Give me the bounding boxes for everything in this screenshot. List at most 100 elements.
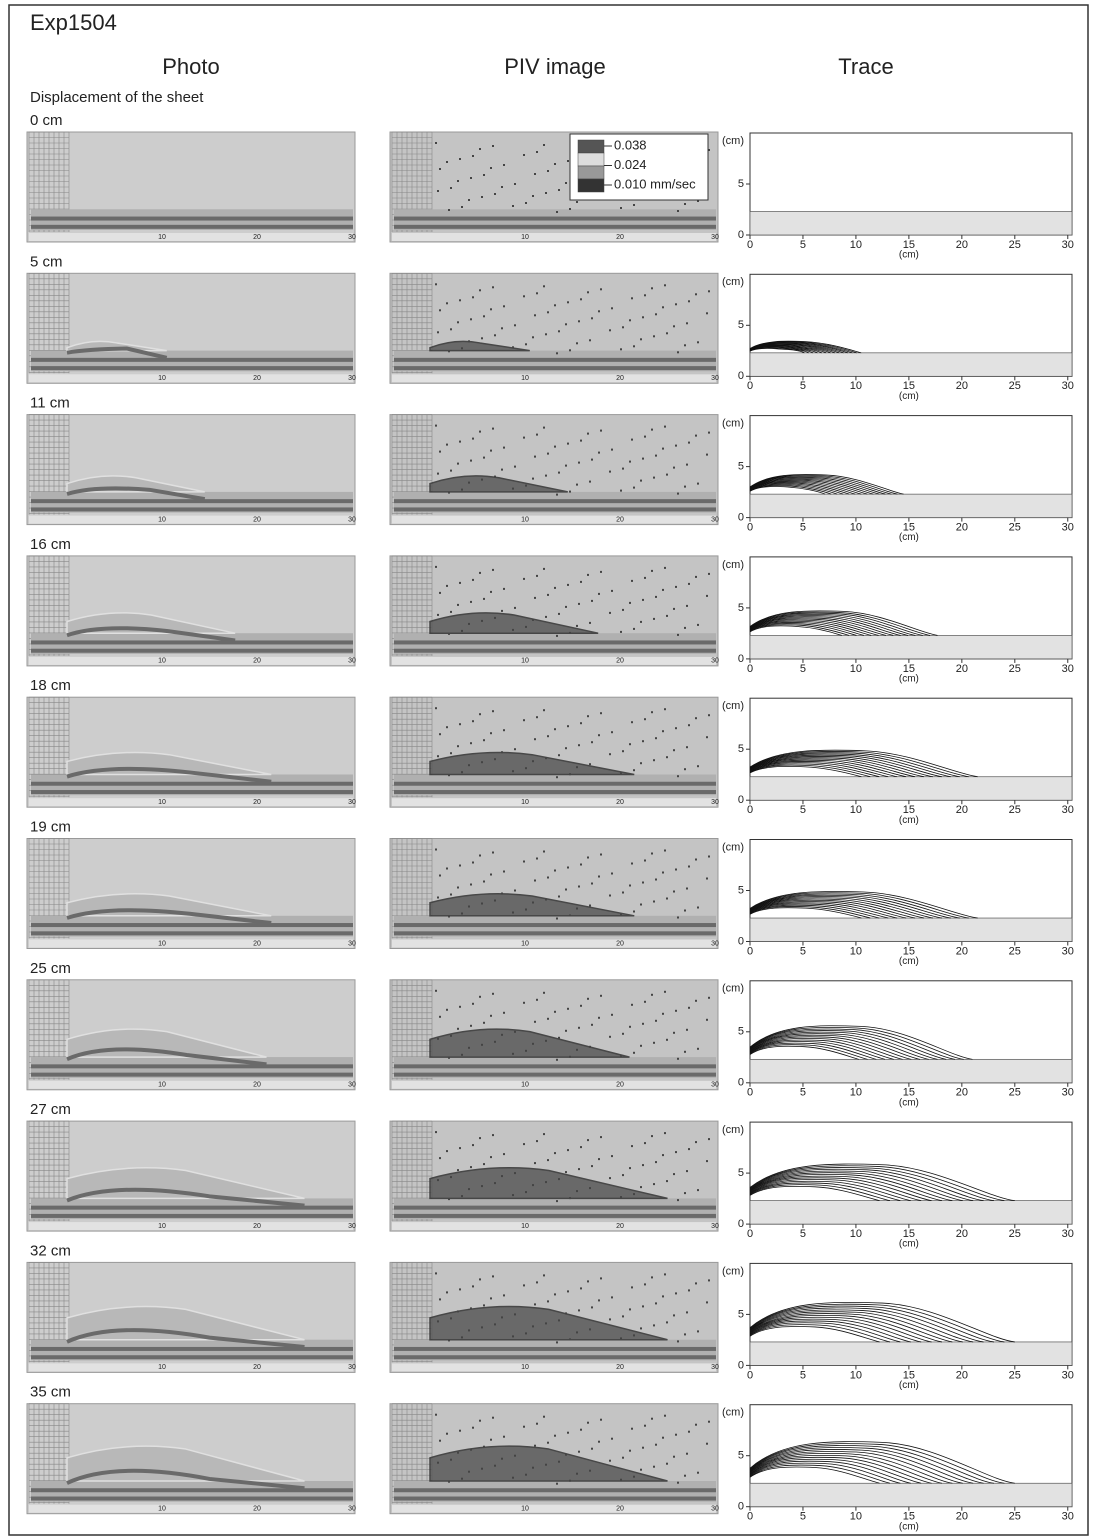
piv-speck bbox=[446, 1291, 448, 1294]
piv-speck bbox=[512, 770, 514, 773]
piv-speck bbox=[576, 201, 578, 203]
piv-speck bbox=[609, 1459, 611, 1462]
piv-speck bbox=[523, 1143, 525, 1146]
piv-speck bbox=[706, 594, 708, 597]
x-axis-unit: (cm) bbox=[899, 391, 919, 402]
x-tick-label: 15 bbox=[903, 1511, 915, 1523]
trace-curve bbox=[749, 340, 862, 354]
piv-speck bbox=[662, 730, 664, 733]
piv-speck bbox=[483, 315, 485, 318]
piv-speck bbox=[580, 1146, 582, 1149]
ruler bbox=[29, 374, 353, 383]
y-tick-label: 0 bbox=[738, 229, 744, 241]
piv-speck bbox=[468, 622, 470, 625]
piv-speck bbox=[662, 1012, 664, 1015]
piv-speck bbox=[640, 1468, 642, 1471]
piv-wedge bbox=[429, 1028, 630, 1058]
piv-speck bbox=[622, 1174, 624, 1177]
piv-speck bbox=[470, 177, 472, 179]
piv-speck bbox=[589, 1187, 591, 1190]
piv-speck bbox=[611, 1155, 613, 1158]
piv-speck bbox=[620, 1478, 622, 1481]
trace-curve bbox=[749, 481, 856, 495]
piv-speck bbox=[532, 336, 534, 339]
ruler-label: 20 bbox=[253, 375, 261, 382]
piv-speck bbox=[629, 1308, 631, 1311]
piv-speck bbox=[514, 889, 516, 892]
piv-speck bbox=[697, 623, 699, 626]
ruler-label: 10 bbox=[521, 658, 529, 665]
y-tick-label: 0 bbox=[738, 1501, 744, 1513]
piv-speck bbox=[600, 1136, 602, 1139]
piv-speck bbox=[446, 726, 448, 729]
piv-speck bbox=[479, 713, 481, 716]
piv-speck bbox=[591, 1165, 593, 1168]
ruler-label: 10 bbox=[521, 1506, 529, 1513]
piv-speck bbox=[569, 1055, 571, 1058]
trace-curve bbox=[749, 485, 832, 495]
piv-speck bbox=[448, 1480, 450, 1483]
piv-speck bbox=[653, 1465, 655, 1468]
dark-band bbox=[31, 224, 353, 229]
dark-band bbox=[394, 923, 716, 928]
wedge-fold bbox=[66, 1328, 305, 1349]
piv-speck bbox=[503, 164, 505, 166]
piv-speck bbox=[492, 1275, 494, 1278]
y-axis-unit: (cm) bbox=[722, 1124, 744, 1136]
ruler-label: 20 bbox=[253, 940, 261, 947]
piv-speck bbox=[470, 1024, 472, 1027]
piv-speck bbox=[611, 589, 613, 592]
piv-speck bbox=[600, 570, 602, 573]
piv-speck bbox=[598, 592, 600, 595]
trace-curve bbox=[749, 1456, 932, 1484]
trace-curve bbox=[749, 625, 842, 636]
piv-speck bbox=[631, 297, 633, 300]
piv-speck bbox=[688, 441, 690, 444]
piv-speck bbox=[686, 322, 688, 325]
piv-speck bbox=[459, 1005, 461, 1008]
piv-speck bbox=[688, 1148, 690, 1151]
piv-speck bbox=[578, 602, 580, 605]
y-axis-unit: (cm) bbox=[722, 983, 744, 995]
piv-speck bbox=[525, 767, 527, 770]
piv-speck bbox=[501, 609, 503, 612]
trace-curve bbox=[749, 1303, 1005, 1343]
piv-speck bbox=[490, 308, 492, 311]
piv-speck bbox=[695, 1141, 697, 1144]
piv-speck bbox=[461, 1477, 463, 1480]
ruler-label: 30 bbox=[348, 234, 356, 241]
piv-speck bbox=[492, 710, 494, 713]
x-tick-label: 10 bbox=[850, 804, 862, 816]
piv-speck bbox=[545, 474, 547, 477]
x-tick-label: 20 bbox=[956, 945, 968, 957]
ruler-label: 30 bbox=[711, 516, 719, 523]
piv-speck bbox=[554, 1293, 556, 1296]
trace-curve bbox=[749, 758, 916, 778]
piv-speck bbox=[642, 1164, 644, 1167]
piv-speck bbox=[437, 190, 439, 192]
piv-speck bbox=[640, 903, 642, 906]
piv-speck bbox=[589, 763, 591, 766]
piv-speck bbox=[633, 1051, 635, 1054]
piv-speck bbox=[666, 332, 668, 335]
piv-speck bbox=[651, 1417, 653, 1420]
piv-speck bbox=[437, 613, 439, 616]
piv-speck bbox=[686, 1311, 688, 1314]
piv-speck bbox=[565, 323, 567, 326]
x-tick-label: 10 bbox=[850, 1511, 862, 1523]
piv-speck bbox=[490, 590, 492, 593]
piv-speck bbox=[446, 867, 448, 870]
piv-speck bbox=[525, 908, 527, 911]
x-tick-label: 30 bbox=[1062, 663, 1074, 675]
piv-speck bbox=[523, 719, 525, 722]
piv-speck bbox=[532, 618, 534, 621]
legend-swatch bbox=[577, 165, 605, 180]
piv-speck bbox=[446, 1008, 448, 1011]
piv-speck bbox=[589, 1328, 591, 1331]
piv-speck bbox=[578, 320, 580, 323]
ruler-label: 20 bbox=[616, 940, 624, 947]
trace-curve bbox=[749, 1172, 963, 1202]
x-tick-label: 20 bbox=[956, 1511, 968, 1523]
legend-label: 0.038 bbox=[614, 137, 647, 152]
dark-band bbox=[31, 1205, 353, 1210]
